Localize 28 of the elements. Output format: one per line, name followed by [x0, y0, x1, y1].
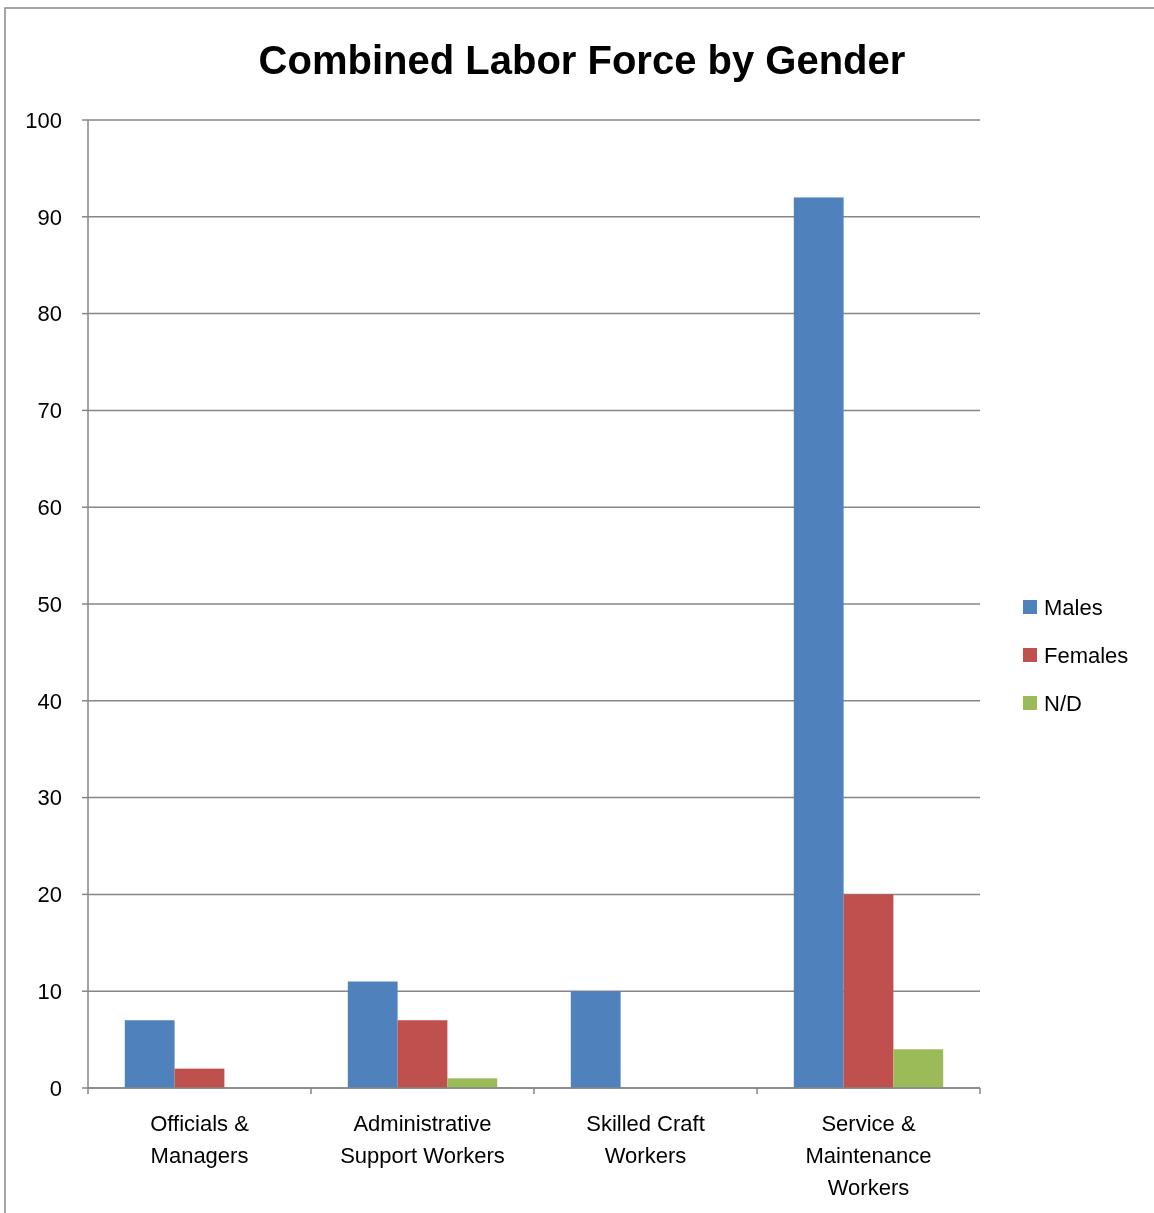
- bar: [447, 1078, 498, 1088]
- bar: [570, 991, 621, 1088]
- chart-title: Combined Labor Force by Gender: [258, 38, 906, 82]
- y-tick-label: 30: [37, 785, 62, 811]
- x-tick-label: Administrative Support Workers: [340, 1111, 505, 1168]
- x-tick-label: Officials & Managers: [150, 1111, 250, 1168]
- bar: [174, 1068, 225, 1088]
- y-tick-label: 40: [37, 688, 62, 714]
- bar: [124, 1020, 175, 1088]
- legend-label: N/D: [1044, 690, 1082, 716]
- y-tick-label: 60: [37, 494, 62, 520]
- bar: [843, 894, 894, 1088]
- y-tick-label: 20: [37, 882, 62, 908]
- y-tick-label: 100: [25, 107, 62, 133]
- legend-label: Females: [1044, 642, 1129, 668]
- bar: [893, 1049, 944, 1088]
- y-tick-label: 70: [37, 398, 62, 424]
- x-tick-label: Service & Maintenance Workers: [805, 1111, 932, 1200]
- bar: [347, 981, 398, 1088]
- y-tick-label: 10: [37, 978, 62, 1004]
- bar: [793, 197, 844, 1088]
- y-tick-label: 90: [37, 204, 62, 230]
- legend-label: Males: [1044, 594, 1103, 620]
- x-tick-label: Skilled Craft Workers: [586, 1111, 705, 1168]
- y-tick-label: 0: [49, 1075, 62, 1101]
- bar: [397, 1020, 448, 1088]
- y-tick-label: 50: [37, 591, 62, 617]
- y-tick-label: 80: [37, 301, 62, 327]
